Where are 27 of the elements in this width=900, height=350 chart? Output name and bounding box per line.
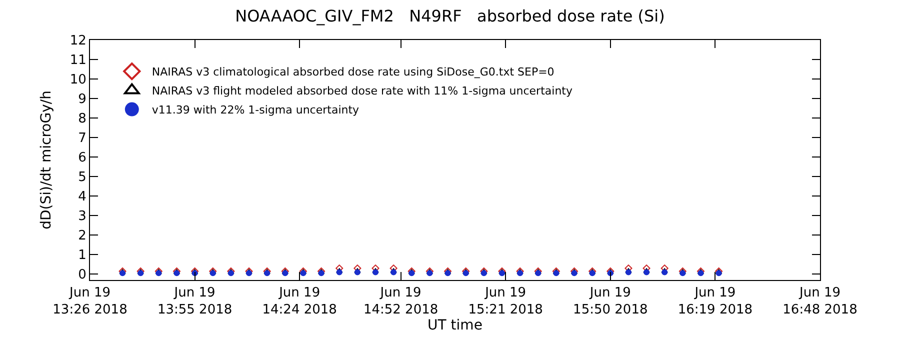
x-tick-label: Jun 19 16:48 2018 [782,286,858,318]
y-tick-label: 2 [78,228,86,244]
y-tick-label: 1 [78,248,86,264]
x-tick-label: Jun 19 15:50 2018 [573,286,648,318]
x-axis-title: UT time [428,318,482,334]
legend-label: NAIRAS v3 climatological absorbed dose rate using SiDose_G0.txt SEP=0 [152,66,554,79]
legend-label: v11.39 with 22% 1-sigma uncertainty [152,104,360,117]
x-tick-label: Jun 19 13:26 2018 [52,286,128,318]
y-tick-label: 0 [78,268,86,283]
x-tick-label: Jun 19 13:55 2018 [157,286,232,318]
chart-title: NOAAAOC_GIV_FM2 N49RF absorbed dose rate (Si) [235,6,665,26]
x-tick-label: Jun 19 16:19 2018 [678,286,753,318]
x-tick-label: Jun 19 14:24 2018 [262,286,337,318]
x-tick-label: Jun 19 15:21 2018 [468,286,543,318]
y-tick-label: 11 [70,53,86,68]
y-tick-label: 12 [70,34,86,49]
legend-label: NAIRAS v3 flight modeled absorbed dose rate with 11% 1-sigma uncertainty [152,84,573,98]
y-tick-label: 3 [78,209,86,224]
y-tick-label: 10 [70,72,86,88]
y-tick-label: 8 [78,112,86,127]
x-tick-label: Jun 19 14:52 2018 [363,286,438,318]
y-axis-title: dD(Si)/dt microGy/h [38,90,54,230]
y-tick-label: 9 [78,92,86,108]
y-tick-label: 7 [78,131,86,146]
y-tick-label: 4 [78,190,86,205]
y-tick-label: 6 [78,150,86,166]
y-tick-label: 5 [78,170,86,186]
